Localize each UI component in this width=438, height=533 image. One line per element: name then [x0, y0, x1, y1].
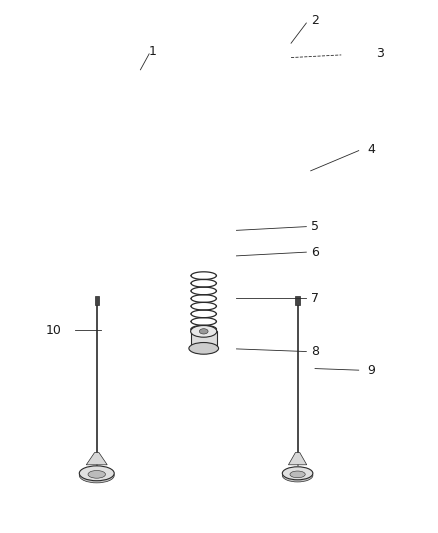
Ellipse shape	[283, 467, 313, 480]
Text: 10: 10	[46, 324, 62, 337]
Ellipse shape	[88, 471, 106, 478]
Polygon shape	[191, 332, 217, 349]
Text: 7: 7	[311, 292, 319, 305]
Polygon shape	[288, 453, 307, 465]
Text: 1: 1	[149, 45, 157, 58]
Ellipse shape	[79, 468, 114, 483]
Text: 6: 6	[311, 246, 318, 259]
Text: 8: 8	[311, 345, 319, 358]
Ellipse shape	[79, 466, 114, 481]
Text: 5: 5	[311, 220, 319, 233]
Ellipse shape	[283, 469, 313, 482]
Text: 3: 3	[376, 47, 384, 60]
Ellipse shape	[290, 471, 305, 478]
Text: 4: 4	[367, 143, 375, 156]
Text: 9: 9	[367, 364, 375, 377]
Ellipse shape	[191, 326, 217, 337]
Bar	[295, 296, 300, 305]
Ellipse shape	[189, 343, 219, 354]
Ellipse shape	[199, 329, 208, 334]
Polygon shape	[86, 453, 107, 465]
Bar	[95, 296, 99, 305]
Text: 2: 2	[311, 14, 318, 27]
